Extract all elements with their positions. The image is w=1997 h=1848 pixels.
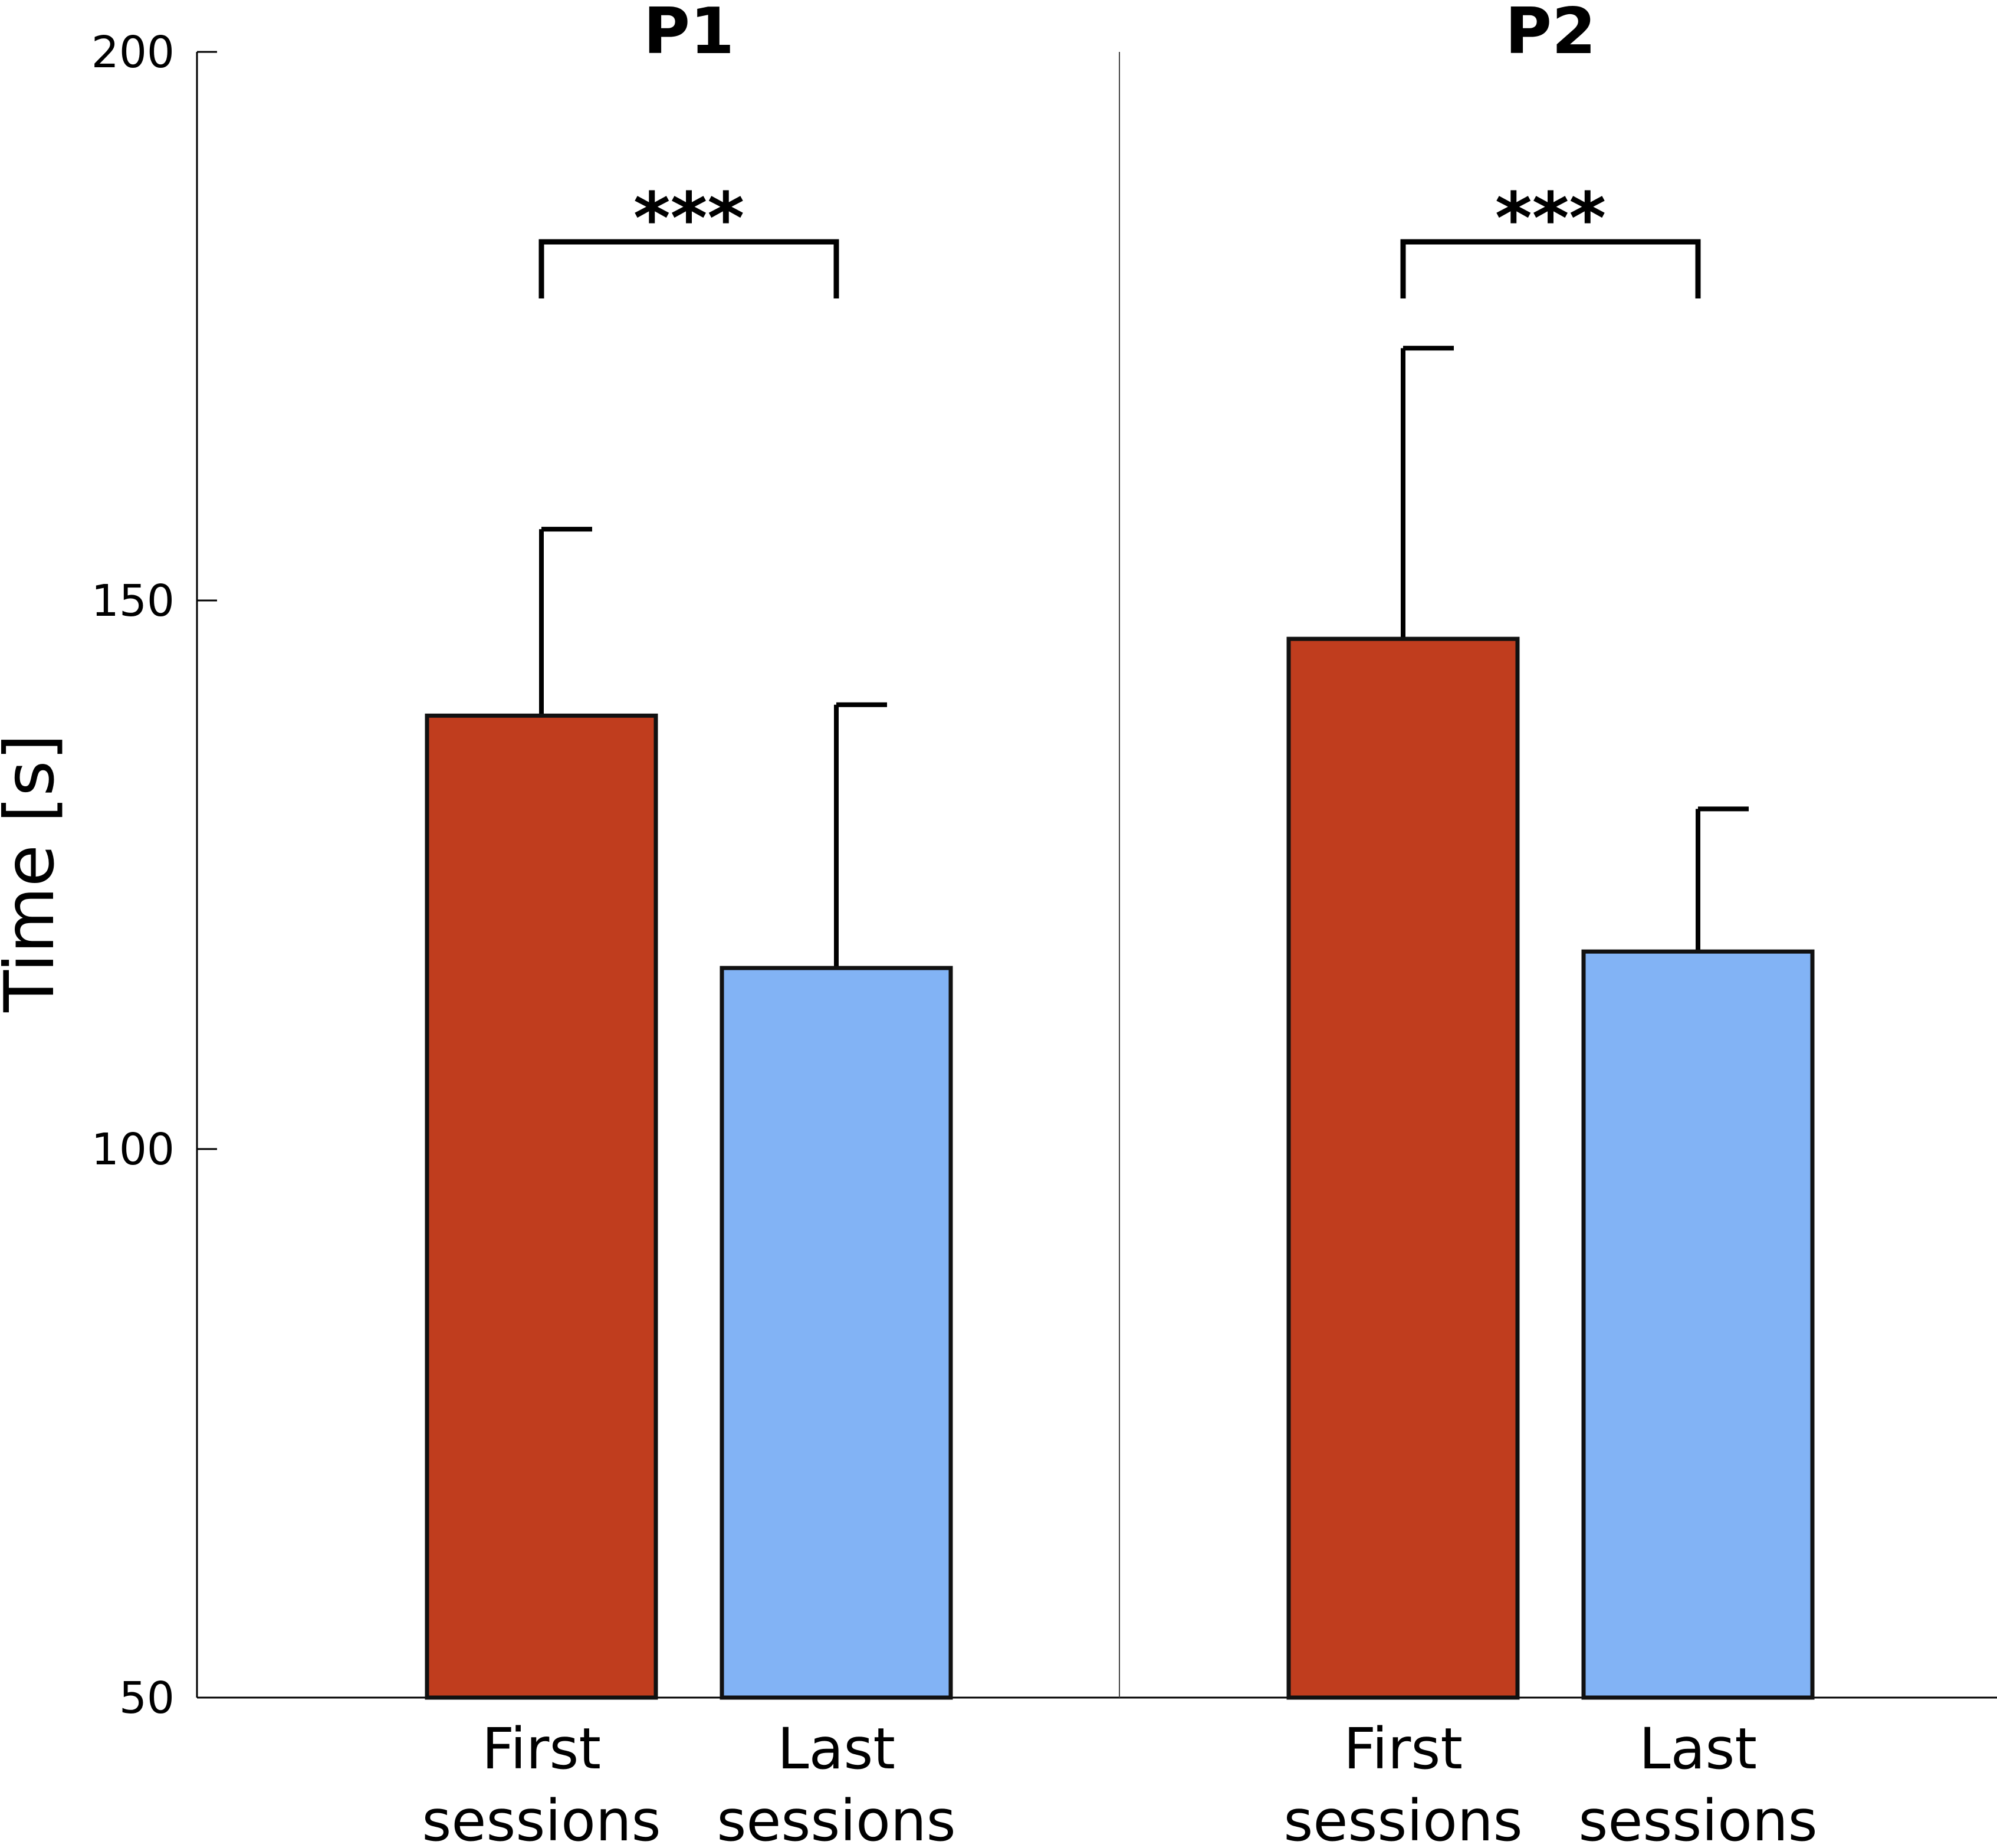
significance-bracket: [538, 239, 839, 298]
y-tick-label: 50: [119, 1673, 175, 1724]
x-category-label: Last sessions: [1578, 1716, 1817, 1848]
y-tick-label: 200: [91, 27, 175, 78]
x-category-label: First sessions: [1283, 1716, 1522, 1848]
x-category-label: Last sessions: [717, 1716, 955, 1848]
significance-label: ***: [633, 178, 744, 260]
x-category-label: First sessions: [422, 1716, 661, 1848]
panel-title: P2: [1505, 0, 1596, 68]
bar: [720, 966, 953, 1700]
y-tick-label: 150: [91, 576, 175, 626]
bar: [425, 713, 658, 1700]
significance-bracket: [1400, 239, 1701, 298]
bar: [1581, 949, 1815, 1700]
significance-label: ***: [1495, 178, 1606, 260]
y-tick-label: 100: [91, 1124, 175, 1175]
panel-title: P1: [643, 0, 734, 68]
y-axis-label: Time [s]: [0, 734, 70, 1013]
bar: [1286, 636, 1520, 1700]
